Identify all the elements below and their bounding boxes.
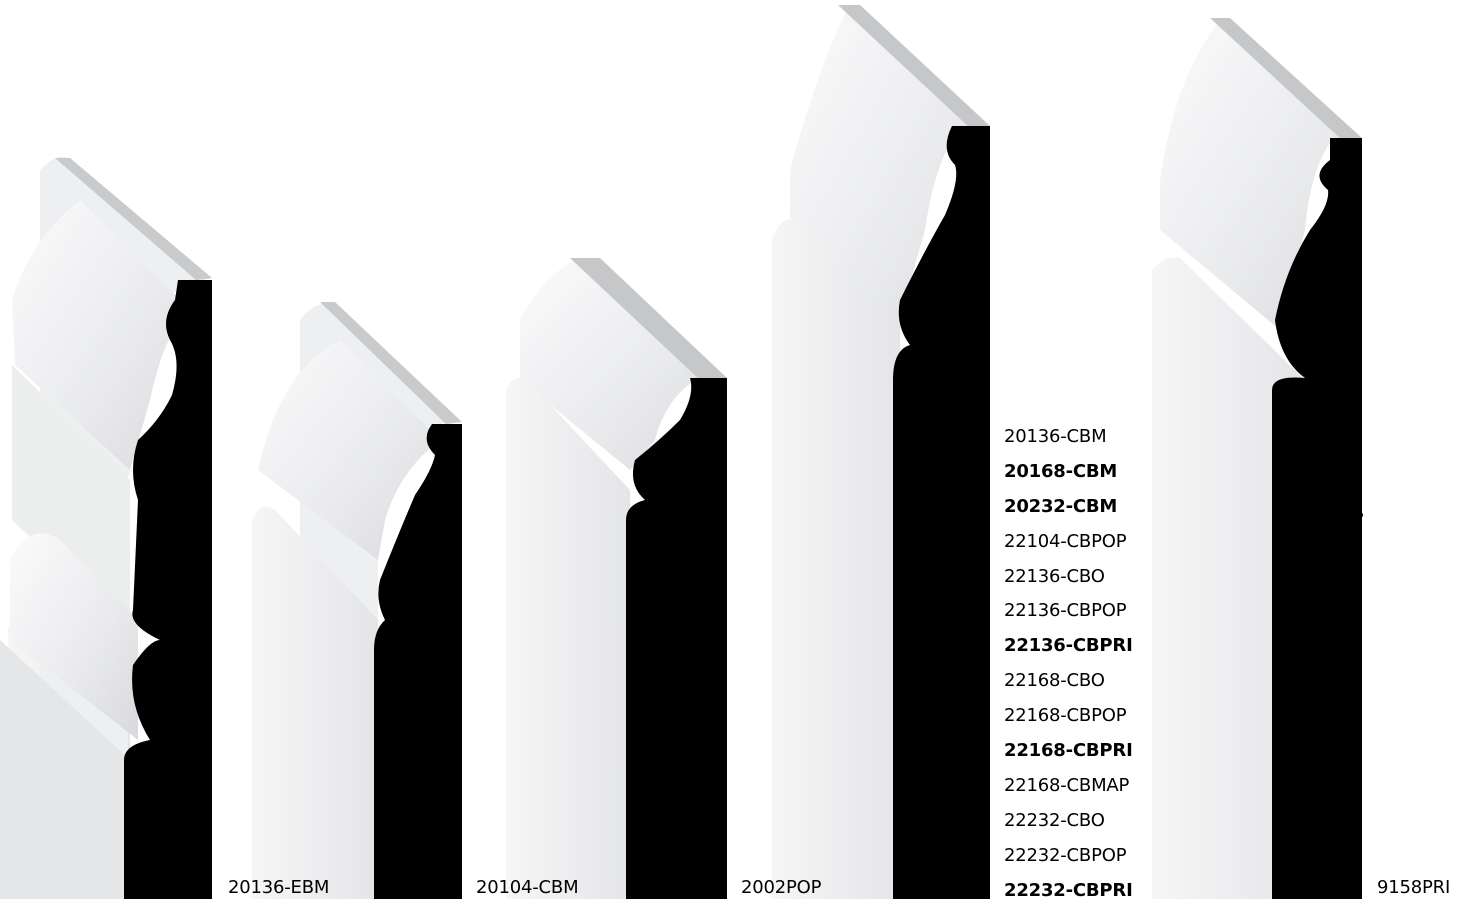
product-code-item: 22104-CBPOP: [1004, 530, 1127, 552]
product-code-item: 22232-CBPOP: [1004, 844, 1127, 866]
product-code-item: 22168-CBPRI: [1004, 740, 1133, 762]
product-code-item: 20168-CBM: [1004, 460, 1118, 482]
product-code-item: 22168-CBO: [1004, 670, 1105, 692]
baseboard-2-label: 20104-CBM: [476, 877, 579, 898]
product-code-list: 20136-CBM 20168-CBM 20232-CBM 22104-CBPOP 22…: [1004, 426, 1133, 914]
baseboard-3-label: 2002POP: [741, 877, 822, 898]
product-code-item: 20136-CBM: [1004, 426, 1107, 447]
product-code-item: 22168-CBPOP: [1004, 705, 1127, 727]
baseboard-4-illustration: [772, 5, 990, 899]
baseboard-1-label: 20136-EBM: [228, 877, 330, 898]
product-code-item: 22232-CBPRI: [1004, 879, 1133, 901]
baseboard-3-illustration: [506, 258, 727, 899]
baseboard-1-illustration: [0, 156, 212, 899]
product-code-item: 20232-CBM: [1004, 495, 1118, 517]
product-code-item: 22136-CBO: [1004, 565, 1105, 587]
product-code-item: 22136-CBPRI: [1004, 635, 1133, 657]
product-code-item: 22136-CBPOP: [1004, 600, 1127, 622]
product-code-item: 22232-CBO: [1004, 809, 1105, 831]
baseboard-5-illustration: [1152, 18, 1363, 899]
baseboard-2-illustration: [252, 302, 462, 899]
baseboard-5-label: 9158PRI: [1377, 877, 1451, 898]
product-code-item: 22168-CBMAP: [1004, 774, 1130, 796]
